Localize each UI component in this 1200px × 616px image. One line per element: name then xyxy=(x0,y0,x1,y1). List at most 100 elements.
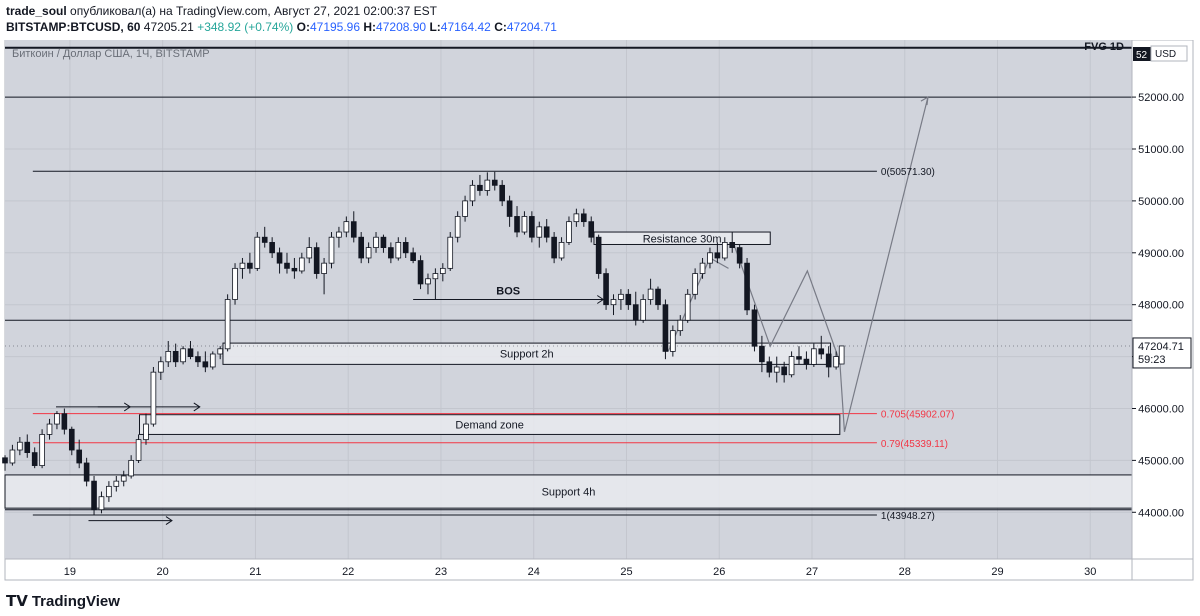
price-change: +348.92 (+0.74%) xyxy=(197,20,294,34)
candle-body xyxy=(306,247,313,259)
candle-body xyxy=(187,348,194,357)
candle-body xyxy=(736,247,743,264)
fib-level-label: 0(50571.30) xyxy=(881,167,935,178)
x-tick-label: 26 xyxy=(713,566,725,578)
zone-box xyxy=(593,231,771,245)
x-tick-label: 27 xyxy=(806,566,818,578)
zone-box xyxy=(138,414,841,435)
candle-body xyxy=(61,413,68,430)
candle-body xyxy=(677,319,684,332)
candle-body xyxy=(796,356,802,360)
candle-body xyxy=(165,350,172,363)
candle-body xyxy=(388,247,394,259)
candle-body xyxy=(447,236,454,269)
candle-body xyxy=(180,348,186,363)
tradingview-logo[interactable]: 𝗧𝗩 TradingView xyxy=(6,592,120,610)
zone-label: Demand zone xyxy=(455,420,524,432)
candle-body xyxy=(825,353,832,368)
candle-body xyxy=(640,299,646,321)
candle-body xyxy=(150,371,157,425)
pointer-arrowhead xyxy=(165,516,173,526)
candle-body xyxy=(580,213,587,223)
candle-body xyxy=(595,236,602,274)
candle-body xyxy=(291,267,298,272)
candle-body xyxy=(618,293,624,300)
candle-body xyxy=(135,439,142,461)
y-tick-label: 49000.00 xyxy=(1138,248,1184,260)
x-tick-label: 23 xyxy=(435,566,447,578)
candle-body xyxy=(313,247,320,274)
candle-body xyxy=(343,221,350,233)
candle-body xyxy=(91,480,97,511)
price-chart[interactable]: Resistance 30m Support 2h Demand zone Suppo… xyxy=(0,40,1200,586)
candle-body xyxy=(692,273,698,295)
candle-body xyxy=(17,441,23,451)
x-tick-label: 28 xyxy=(899,566,911,578)
candle-body xyxy=(158,361,164,373)
candle-body xyxy=(788,356,795,376)
fib-level-label: 0.705(45902.07) xyxy=(881,410,954,421)
candle-body xyxy=(128,459,134,477)
candle-body xyxy=(729,242,736,249)
zones xyxy=(4,231,1133,509)
candle-body xyxy=(499,184,505,202)
low-label: L: xyxy=(429,20,441,34)
candle-body xyxy=(417,260,424,285)
zone-label: Resistance 30m xyxy=(643,233,722,245)
candle-body xyxy=(514,216,520,233)
candle-body xyxy=(454,216,461,238)
candle-body xyxy=(328,236,335,264)
candle-body xyxy=(54,413,60,425)
candle-body xyxy=(766,361,773,373)
candle-body xyxy=(491,179,498,186)
candle-body xyxy=(336,231,342,238)
candle-body xyxy=(68,428,75,451)
candle-body xyxy=(662,304,669,352)
symbol-label: BITSTAMP:BTCUSD, 60 xyxy=(6,20,141,34)
candle-body xyxy=(558,242,565,259)
top-price-tag: 52 xyxy=(1133,47,1151,61)
annotation-labels: Resistance 30m Support 2h Demand zone Suppo… xyxy=(455,167,954,522)
candle-body xyxy=(543,226,550,238)
candle-body xyxy=(106,485,112,498)
bos-label: BOS xyxy=(496,286,520,298)
open-label: O: xyxy=(296,20,310,34)
candle-body xyxy=(744,262,750,311)
candle-body xyxy=(39,434,45,466)
candle-body xyxy=(195,356,201,363)
last-price: 47205.21 xyxy=(143,20,194,34)
open-value: 47195.96 xyxy=(309,20,361,34)
candle-body xyxy=(358,236,364,259)
zone-label: Support 2h xyxy=(500,349,554,361)
fib-level-label: 0.79(45339.11) xyxy=(881,439,948,450)
projection-path xyxy=(732,96,929,432)
candle-body xyxy=(365,247,372,259)
candle-body xyxy=(477,184,483,191)
candle-body xyxy=(83,462,90,482)
candle-body xyxy=(838,345,845,365)
currency-tag[interactable]: USD xyxy=(1150,45,1188,62)
candle-body xyxy=(751,309,758,347)
candle-body xyxy=(803,358,810,365)
chart-title: Биткоин / Доллар США, 1Ч, BITSTAMP xyxy=(12,48,210,60)
candle-body xyxy=(402,242,409,254)
candle-body xyxy=(239,262,246,269)
candle-body xyxy=(380,236,387,249)
x-tick-label: 24 xyxy=(528,566,540,578)
candle-body xyxy=(299,257,305,272)
x-tick-label: 21 xyxy=(249,566,261,578)
candle-body xyxy=(773,366,780,373)
x-tick-label: 25 xyxy=(620,566,632,578)
candle-body xyxy=(113,480,120,487)
candle-body xyxy=(217,348,224,355)
author-name[interactable]: trade_soul xyxy=(6,4,67,18)
x-tick-label: 19 xyxy=(64,566,76,578)
candle-body xyxy=(98,496,105,511)
candle-body xyxy=(521,216,528,233)
tv-logo-icon: 𝗧𝗩 xyxy=(6,593,28,610)
publish-line: trade_soul опубликовал(а) на TradingView… xyxy=(6,4,437,18)
close-value: 47204.71 xyxy=(506,20,557,34)
candle-body xyxy=(321,262,327,274)
candle-body xyxy=(625,293,632,306)
y-tick-label: 48000.00 xyxy=(1138,300,1184,312)
